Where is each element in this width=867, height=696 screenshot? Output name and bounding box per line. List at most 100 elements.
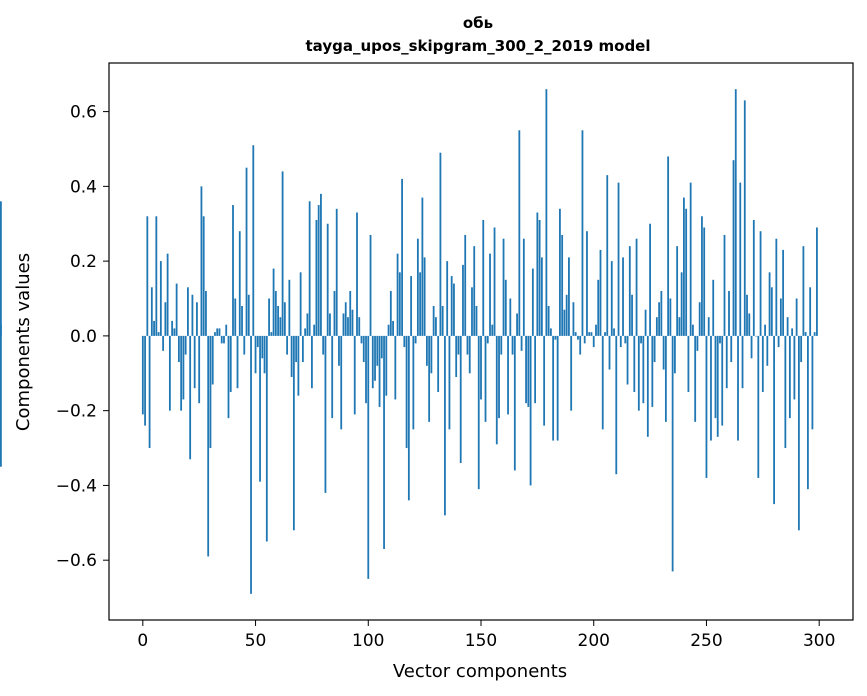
bar [723,234,726,336]
bar [800,335,803,363]
bar [534,335,537,404]
bar [333,291,336,336]
bar [459,335,462,463]
bar [471,287,473,336]
bar [349,291,352,336]
bar [389,291,392,336]
bar [211,335,214,385]
bar [407,335,410,501]
bar [270,332,273,336]
chart-subtitle: tayga_upos_skipgram_300_2_2019 model [306,37,651,55]
bar [615,335,618,475]
bar [595,324,597,336]
bar [175,283,178,336]
bar [430,335,433,374]
bar [313,324,316,336]
bar [288,279,291,336]
bar [435,317,437,336]
bar [234,298,237,336]
bar [768,272,771,336]
bar [0,201,2,336]
bar [189,335,192,460]
bar [561,234,564,336]
bar [489,253,491,336]
bar [209,335,212,449]
bar [507,335,509,415]
bar [504,279,507,336]
y-tick-label: 0.6 [70,103,97,123]
bar [198,335,201,404]
bar [635,238,638,336]
bar [236,335,239,389]
bar [227,335,230,419]
bar [250,335,252,594]
bar [191,294,194,336]
bar [795,298,798,336]
bar [428,335,431,422]
bar [660,291,663,336]
bar [480,335,482,400]
bar [157,332,160,336]
bar [162,335,165,351]
bar [405,335,408,449]
bar [279,317,282,336]
bar [732,160,735,336]
bar [261,335,264,359]
bar [725,335,728,389]
bar [775,238,778,336]
bar [414,335,417,344]
bar [743,100,746,336]
bar [784,335,787,449]
bar [358,317,361,336]
bar [500,335,503,355]
bar [446,261,449,336]
bar [299,272,302,336]
bar [626,335,629,385]
bar [757,335,760,478]
bar [728,291,730,336]
bar [265,335,268,542]
bar [315,220,318,336]
bar [624,335,627,344]
bar [773,335,775,505]
bar [177,335,180,363]
bar [807,335,809,490]
bar [658,302,661,336]
bar [322,335,325,355]
bar [552,335,555,441]
bar [680,272,683,336]
bar [200,186,203,336]
bar [290,335,293,378]
bar [782,249,785,336]
bar [385,335,388,396]
bar [326,223,329,336]
bar [669,298,672,336]
bar [673,335,676,374]
bar [419,272,422,336]
bar [432,305,435,336]
bar [664,335,667,422]
bar [268,298,270,336]
y-axis-label: Components values [13,253,34,431]
bar [473,246,476,336]
bar [662,335,665,370]
bar [667,156,670,336]
bar [218,328,221,336]
bar [0,335,2,467]
bar [696,335,699,351]
bar [577,335,579,340]
bar [168,335,171,411]
x-tick-label: 250 [690,631,722,651]
bar [450,276,453,336]
bar [196,302,198,336]
bar [362,335,365,363]
bar [764,324,766,336]
bar [347,317,349,336]
bar [628,246,631,336]
bar [651,335,654,407]
bar [511,335,514,355]
bar [644,309,647,336]
bar [229,335,232,392]
bar [283,302,286,336]
bar [247,294,250,336]
